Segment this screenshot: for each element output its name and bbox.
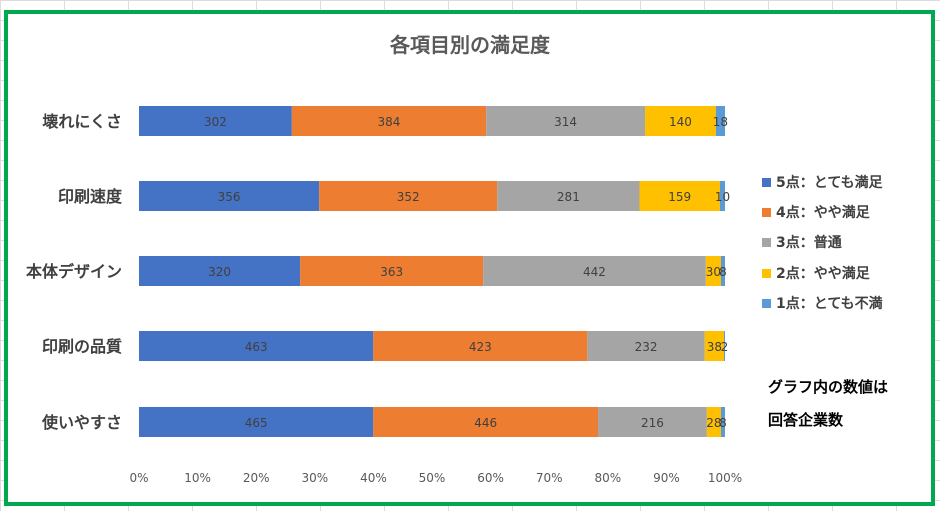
legend-label: 5点：とても満足	[776, 174, 884, 191]
x-tick-label: 0%	[129, 471, 148, 485]
data-label: 314	[554, 115, 577, 129]
legend-label: 1点：とても不満	[776, 295, 883, 312]
legend-label: 2点：やや満足	[776, 265, 871, 282]
annotation-line-1: グラフ内の数値は	[768, 378, 888, 396]
annotation: グラフ内の数値は 回答企業数	[768, 378, 888, 429]
category-label: 印刷速度	[58, 187, 123, 206]
bar-segment	[720, 256, 725, 286]
bar-segment	[300, 256, 484, 286]
bar-segment	[139, 407, 374, 437]
bar-segment	[139, 256, 301, 286]
bar-segment	[373, 331, 588, 361]
bar-segment	[139, 106, 292, 136]
value-axis: 0% 10% 20% 30% 40% 50% 60% 70% 80% 90% 100%	[129, 471, 742, 485]
bar-segment	[723, 331, 725, 361]
legend-label: 4点：やや満足	[776, 204, 871, 221]
bar-segment	[319, 181, 498, 211]
bar-segment	[483, 256, 706, 286]
bar-segment	[715, 106, 725, 136]
legend-swatch	[762, 208, 771, 217]
x-tick-label: 30%	[301, 471, 328, 485]
data-label: 2	[721, 340, 729, 354]
category-label: 壊れにくさ	[42, 112, 122, 131]
legend: 5点：とても満足 4点：やや満足 3点：普通 2点：やや満足 1点：とても不満	[762, 174, 884, 312]
data-label: 356	[218, 190, 241, 204]
x-tick-label: 70%	[536, 471, 563, 485]
data-label: 446	[474, 416, 497, 430]
data-label: 352	[397, 190, 420, 204]
bar-segment	[719, 181, 725, 211]
data-label: 8	[719, 416, 727, 430]
data-label: 442	[583, 265, 606, 279]
data-label: 30	[706, 265, 721, 279]
data-label: 320	[208, 265, 231, 279]
bar-segment	[720, 407, 725, 437]
bar-segment	[373, 407, 599, 437]
data-label: 38	[707, 340, 722, 354]
data-label: 140	[669, 115, 692, 129]
bar-segment	[139, 331, 374, 361]
legend-label: 3点：普通	[776, 234, 842, 251]
data-label: 216	[641, 416, 664, 430]
x-tick-label: 40%	[360, 471, 387, 485]
legend-swatch	[762, 299, 771, 308]
bar-segment	[706, 407, 721, 437]
legend-swatch	[762, 178, 771, 187]
legend-swatch	[762, 269, 771, 278]
data-label: 159	[668, 190, 691, 204]
data-label: 8	[719, 265, 727, 279]
category-label: 本体デザイン	[26, 262, 122, 281]
x-tick-label: 60%	[477, 471, 504, 485]
bar-segment	[497, 181, 640, 211]
data-label: 10	[715, 190, 730, 204]
bar-segment	[639, 181, 720, 211]
data-label: 302	[204, 115, 227, 129]
bar-segment	[486, 106, 646, 136]
data-label: 363	[380, 265, 403, 279]
x-tick-label: 10%	[184, 471, 211, 485]
data-label: 28	[706, 416, 721, 430]
category-label: 使いやすさ	[41, 413, 122, 432]
data-label: 423	[469, 340, 492, 354]
data-label: 384	[378, 115, 401, 129]
x-tick-label: 100%	[708, 471, 742, 485]
x-tick-label: 80%	[594, 471, 621, 485]
chart-title: 各項目別の満足度	[389, 33, 551, 57]
bar-segment	[704, 331, 724, 361]
legend-swatch	[762, 238, 771, 247]
x-tick-label: 20%	[243, 471, 270, 485]
bars-layer	[139, 106, 725, 437]
data-label: 18	[713, 115, 728, 129]
bar-segment	[291, 106, 487, 136]
data-label: 465	[245, 416, 268, 430]
x-tick-label: 50%	[419, 471, 446, 485]
bar-segment	[645, 106, 716, 136]
category-label: 印刷の品質	[42, 337, 122, 356]
data-label: 281	[557, 190, 580, 204]
bar-segment	[587, 331, 705, 361]
annotation-line-2: 回答企業数	[768, 411, 844, 429]
x-tick-label: 90%	[653, 471, 680, 485]
bar-segment	[705, 256, 721, 286]
data-label: 232	[635, 340, 658, 354]
data-label: 463	[245, 340, 268, 354]
bar-segment	[139, 181, 320, 211]
bar-segment	[598, 407, 707, 437]
